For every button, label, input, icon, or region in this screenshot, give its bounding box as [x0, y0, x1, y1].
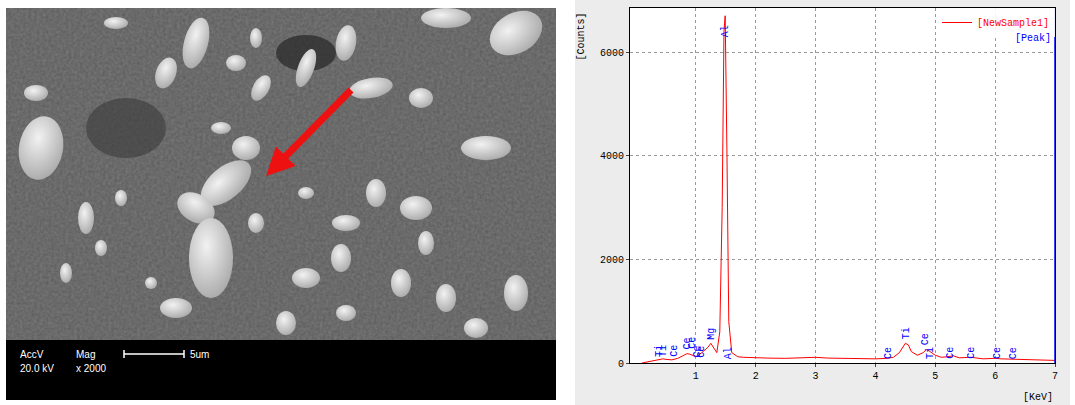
- svg-text:5um: 5um: [190, 349, 209, 360]
- svg-text:1: 1: [693, 371, 699, 382]
- svg-text:Al: Al: [720, 25, 731, 37]
- svg-text:Ti: Ti: [925, 347, 936, 359]
- svg-text:AccV: AccV: [20, 349, 44, 360]
- svg-text:3: 3: [813, 371, 819, 382]
- svg-text:Ce: Ce: [883, 347, 894, 359]
- svg-text:Ce: Ce: [1008, 347, 1019, 359]
- svg-text:Ce: Ce: [687, 337, 698, 349]
- svg-text:Ce: Ce: [692, 346, 703, 358]
- svg-text:Ce: Ce: [669, 345, 680, 357]
- svg-text:2: 2: [753, 371, 759, 382]
- svg-text:Ce: Ce: [696, 346, 707, 358]
- svg-text:Ce: Ce: [992, 347, 1003, 359]
- svg-text:Ti: Ti: [658, 345, 669, 357]
- svg-text:[Counts]: [Counts]: [576, 13, 587, 61]
- svg-text:4: 4: [872, 371, 878, 382]
- svg-text:Ti: Ti: [901, 327, 912, 339]
- svg-text:5: 5: [932, 371, 938, 382]
- svg-text:[KeV]: [KeV]: [1023, 392, 1053, 403]
- svg-text:Ce: Ce: [945, 347, 956, 359]
- svg-text:Ce: Ce: [682, 338, 693, 350]
- svg-text:20.0 kV: 20.0 kV: [20, 363, 54, 374]
- svg-text:x 2000: x 2000: [76, 363, 106, 374]
- svg-text:Ti: Ti: [654, 345, 665, 357]
- svg-text:6000: 6000: [600, 48, 624, 59]
- svg-text:7: 7: [1052, 371, 1058, 382]
- svg-text:Mg: Mg: [706, 328, 717, 340]
- svg-text:2000: 2000: [600, 255, 624, 266]
- svg-text:4000: 4000: [600, 151, 624, 162]
- svg-text:[NewSample1]: [NewSample1]: [977, 18, 1049, 29]
- svg-text:Al: Al: [723, 347, 734, 359]
- svg-text:Mag: Mag: [76, 349, 95, 360]
- svg-text:[Peak]: [Peak]: [1015, 33, 1051, 44]
- svg-text:Ce: Ce: [966, 347, 977, 359]
- svg-text:0: 0: [618, 359, 624, 370]
- svg-text:Ce: Ce: [920, 333, 931, 345]
- svg-text:6: 6: [992, 371, 998, 382]
